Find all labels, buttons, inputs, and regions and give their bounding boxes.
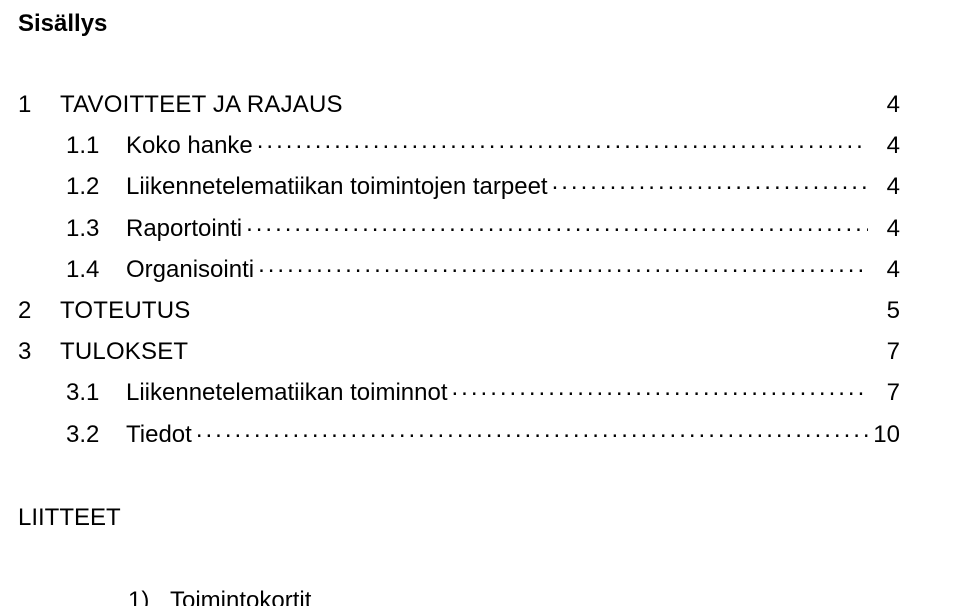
toc-number: 1.3 bbox=[18, 210, 126, 247]
toc-section-2: 2 TOTEUTUS 5 bbox=[18, 292, 900, 329]
toc-section-1-3: 1.3 Raportointi 4 bbox=[18, 210, 900, 247]
appendix-item-1: 1) Toimintokortit bbox=[18, 582, 900, 606]
toc-leader-dots bbox=[246, 212, 868, 236]
toc-leader-dots bbox=[196, 418, 868, 442]
toc-label: Liikennetelematiikan toiminnot bbox=[126, 374, 448, 411]
toc-section-1-2: 1.2 Liikennetelematiikan toimintojen tar… bbox=[18, 168, 900, 205]
toc-label: Koko hanke bbox=[126, 127, 253, 164]
toc-section-3-2: 3.2 Tiedot 10 bbox=[18, 416, 900, 453]
toc-section-3: 3 TULOKSET 7 bbox=[18, 333, 900, 370]
toc-page: 4 bbox=[872, 127, 900, 164]
toc-number: 3.2 bbox=[18, 416, 126, 453]
toc-page: 4 bbox=[872, 210, 900, 247]
toc-page: 5 bbox=[872, 292, 900, 329]
toc-leader-dots bbox=[452, 376, 868, 400]
appendix-list: 1) Toimintokortit 2) Yhteenveto tarpeell… bbox=[18, 582, 900, 606]
toc-number: 1.1 bbox=[18, 127, 126, 164]
toc-section-1-1: 1.1 Koko hanke 4 bbox=[18, 127, 900, 164]
toc-number: 2 bbox=[18, 292, 60, 329]
page-title: Sisällys bbox=[18, 10, 900, 38]
toc-number: 1.2 bbox=[18, 168, 126, 205]
toc-page: 7 bbox=[872, 333, 900, 370]
toc-number: 1 bbox=[18, 86, 60, 123]
toc-label: Organisointi bbox=[126, 251, 254, 288]
appendix-heading: LIITTEET bbox=[18, 499, 900, 536]
appendix-label: Toimintokortit bbox=[170, 582, 311, 606]
toc-leader-dots bbox=[258, 253, 868, 277]
toc-label: Raportointi bbox=[126, 210, 242, 247]
document-page: Sisällys 1 TAVOITTEET JA RAJAUS 4 1.1 Ko… bbox=[0, 0, 960, 606]
table-of-contents: 1 TAVOITTEET JA RAJAUS 4 1.1 Koko hanke … bbox=[18, 86, 900, 606]
toc-page: 4 bbox=[872, 168, 900, 205]
appendix-number: 1) bbox=[18, 582, 170, 606]
toc-leader-dots bbox=[552, 170, 868, 194]
toc-page: 10 bbox=[872, 416, 900, 453]
toc-leader-dots bbox=[257, 129, 868, 153]
toc-page: 4 bbox=[872, 86, 900, 123]
toc-label: Liikennetelematiikan toimintojen tarpeet bbox=[126, 168, 548, 205]
toc-label: TAVOITTEET JA RAJAUS bbox=[60, 86, 343, 123]
toc-section-3-1: 3.1 Liikennetelematiikan toiminnot 7 bbox=[18, 374, 900, 411]
toc-label: TOTEUTUS bbox=[60, 292, 191, 329]
toc-number: 3 bbox=[18, 333, 60, 370]
toc-section-1-4: 1.4 Organisointi 4 bbox=[18, 251, 900, 288]
toc-number: 3.1 bbox=[18, 374, 126, 411]
toc-section-1: 1 TAVOITTEET JA RAJAUS 4 bbox=[18, 86, 900, 123]
toc-label: Tiedot bbox=[126, 416, 192, 453]
toc-page: 4 bbox=[872, 251, 900, 288]
toc-page: 7 bbox=[872, 374, 900, 411]
toc-number: 1.4 bbox=[18, 251, 126, 288]
toc-label: TULOKSET bbox=[60, 333, 188, 370]
